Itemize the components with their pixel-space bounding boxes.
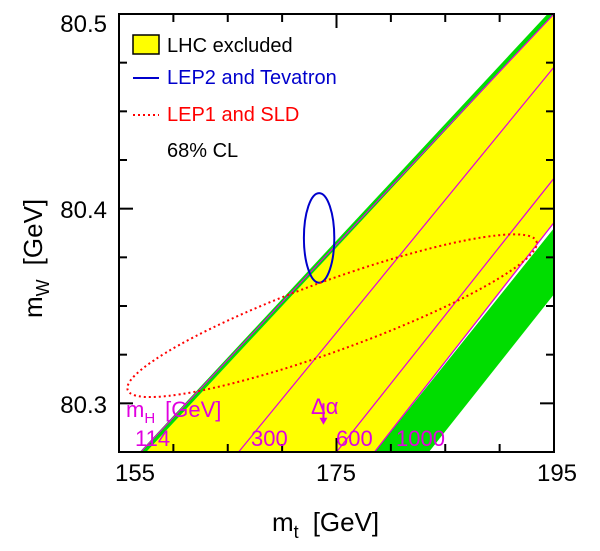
- higgs-mass-lines: [140, 14, 554, 452]
- ellipse-lep1-sld: [126, 233, 538, 399]
- legend-cl-note: 68% CL: [167, 140, 238, 162]
- lhc-region-edge: [374, 221, 554, 452]
- ellipse-lep2-tevatron: [302, 192, 336, 284]
- delta-alpha-arrowhead: [319, 417, 328, 425]
- x-tick-label-155: 155: [115, 460, 155, 487]
- confidence-ellipses: [126, 192, 538, 399]
- higgs-mass-title: mH [GeV]: [126, 397, 221, 427]
- y-axis-title: mW[GeV]: [18, 199, 53, 318]
- x-tick-label-195: 195: [537, 460, 577, 487]
- legend-label-lhc: LHC excluded: [167, 35, 293, 57]
- x-tick-label-175: 175: [316, 460, 356, 487]
- legend-label-lep2: LEP2 and Tevatron: [167, 67, 337, 89]
- legend-swatch-lhc: [132, 34, 160, 55]
- legend: LHC excluded LEP2 and Tevatron LEP1 and …: [132, 34, 337, 162]
- x-axis-title: mt [GeV]: [272, 507, 379, 542]
- higgs-label-114: 114: [135, 426, 170, 451]
- allowed-green-region-lower: [374, 228, 554, 452]
- legend-label-lep1: LEP1 and SLD: [167, 104, 299, 126]
- higgs-line-300: [238, 66, 554, 452]
- y-tick-label-80.4: 80.4: [60, 197, 107, 224]
- higgs-line-600: [336, 177, 554, 452]
- higgs-label-600: 600: [336, 426, 373, 451]
- y-tick-label-80.3: 80.3: [60, 392, 107, 419]
- higgs-line-114: [140, 14, 554, 452]
- higgs-label-1000: 1000: [396, 426, 445, 451]
- higgs-label-300: 300: [251, 426, 288, 451]
- delta-alpha-label: Δα: [311, 394, 339, 419]
- y-tick-label-80.5: 80.5: [60, 11, 107, 38]
- axis-ticks: [118, 13, 555, 453]
- plot-area: [126, 14, 554, 452]
